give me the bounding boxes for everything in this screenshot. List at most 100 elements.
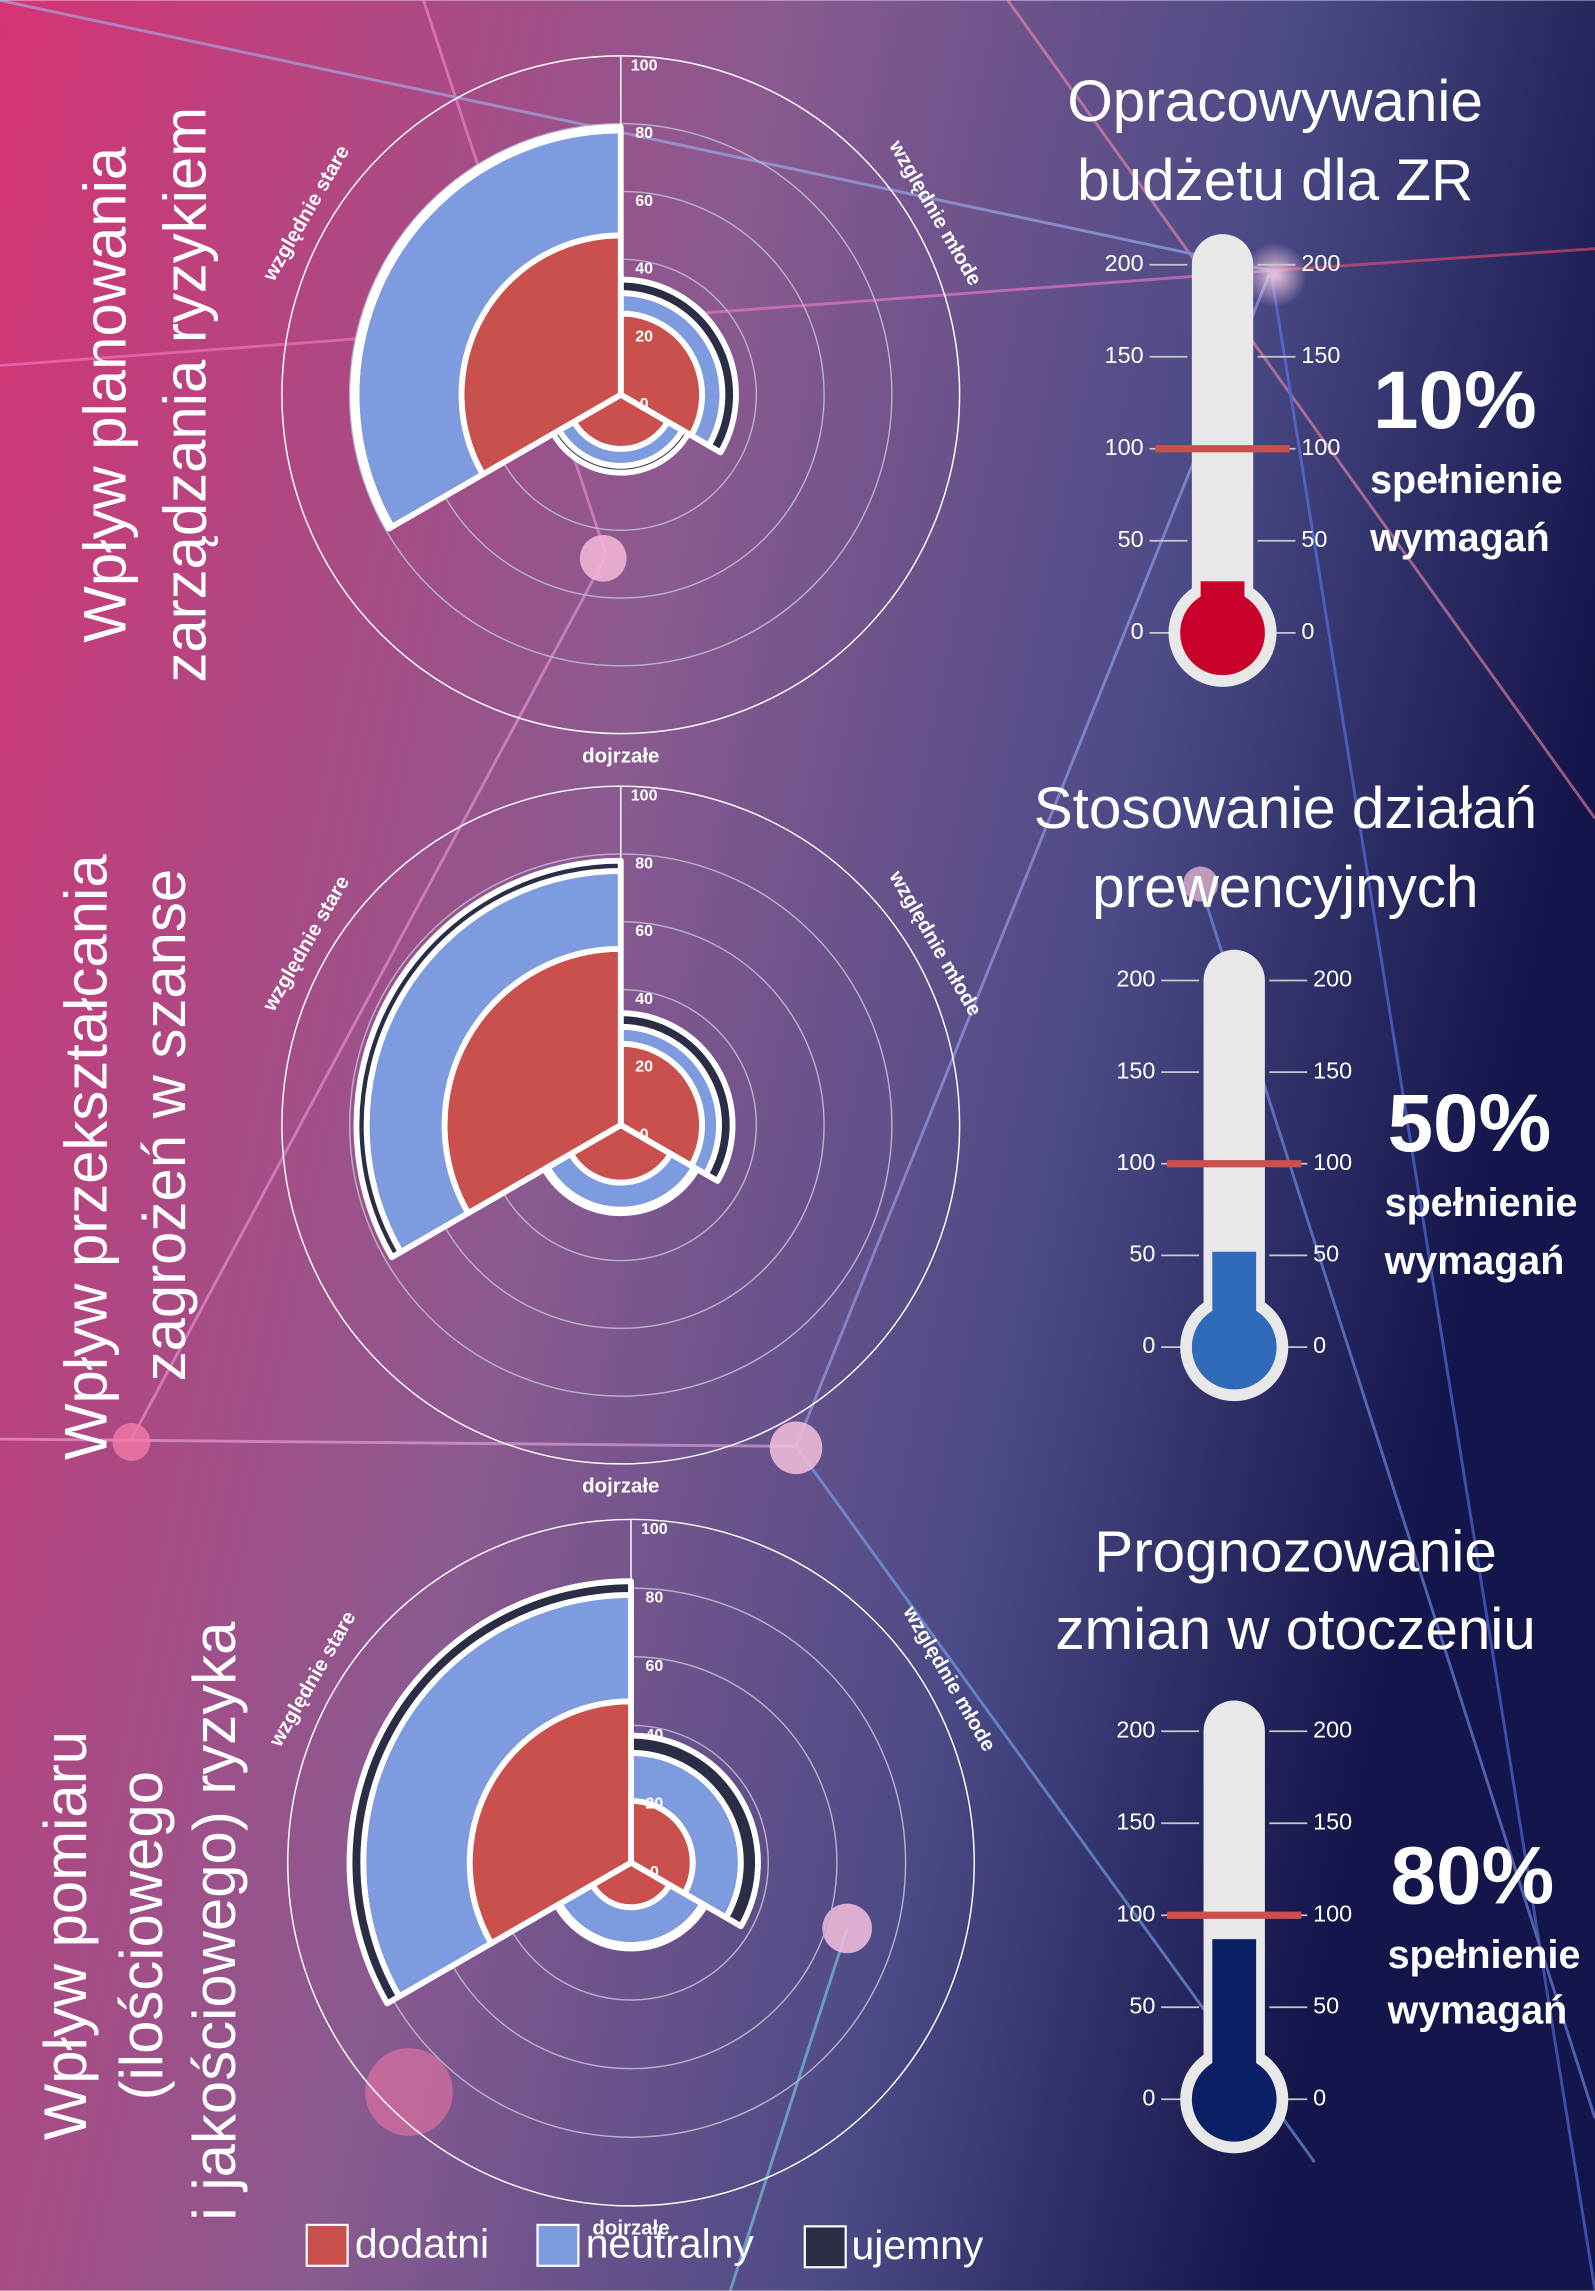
- r-tick-label: 0: [640, 1126, 649, 1144]
- glow: [769, 1421, 823, 1475]
- y-tick-label: 200: [1116, 1716, 1155, 1742]
- legend-label: ujemny: [852, 2222, 984, 2268]
- chart-title: prewencyjnych: [1092, 855, 1478, 920]
- y-tick-label: 0: [1131, 618, 1144, 644]
- y-tick-label: 0: [1313, 1332, 1326, 1358]
- r-tick-label: 40: [635, 260, 653, 278]
- level: [1212, 1251, 1257, 1348]
- y-tick-label: 200: [1105, 250, 1144, 276]
- y-tick-label: 100: [1116, 1900, 1155, 1926]
- y-tick-label: 100: [1313, 1900, 1352, 1926]
- kpi-value: 10%: [1373, 355, 1537, 446]
- y-tick-label: 0: [1301, 618, 1314, 644]
- polar-bar: ujemny: [617, 1010, 736, 1184]
- kpi-value: 80%: [1391, 1830, 1555, 1921]
- y-tick-label: 100: [1116, 1149, 1155, 1175]
- kpi-label: spełnienie: [1385, 1181, 1578, 1225]
- y-tick-label: 150: [1313, 1057, 1352, 1083]
- y-tick-label: 50: [1313, 1241, 1339, 1267]
- y-tick-label: 0: [1313, 2084, 1326, 2110]
- glow: [579, 534, 627, 582]
- y-tick-label: 200: [1116, 966, 1155, 992]
- legend-swatch: [305, 2223, 349, 2267]
- r-tick-label: 20: [635, 327, 653, 345]
- y-tick-label: 50: [1118, 526, 1144, 552]
- y-tick-label: 50: [1313, 1992, 1339, 2018]
- chart-title: zmian w otoczeniu: [1055, 1597, 1535, 1662]
- category-label: dojrzałe: [582, 1475, 659, 1498]
- thermometer: Stosowanie działań prewencyjnych 0 0 50 50 100…: [1034, 776, 1578, 1402]
- legend-label: neutralny: [586, 2221, 755, 2267]
- y-tick-label: 100: [1301, 434, 1340, 460]
- legend-swatch: [536, 2223, 580, 2267]
- chart-title: Wpływ pomiaru: [32, 1731, 99, 2140]
- r-tick-label: 60: [635, 922, 653, 940]
- r-tick-label: 60: [635, 192, 653, 210]
- r-tick-label: 100: [631, 56, 658, 74]
- kpi-label: wymagań: [1384, 1239, 1565, 1283]
- tube: [1191, 234, 1254, 633]
- y-tick-label: 200: [1313, 966, 1352, 992]
- r-tick-label: 0: [640, 395, 649, 413]
- chart-title: (ilościowego: [108, 1771, 175, 2100]
- y-tick-label: 200: [1313, 1716, 1352, 1742]
- level: [1200, 581, 1245, 633]
- y-tick-label: 100: [1313, 1149, 1352, 1175]
- y-tick-label: 100: [1105, 434, 1144, 460]
- thermometer: Prognozowanie zmian w otoczeniu 0 0 50 50 100 1…: [1055, 1519, 1580, 2154]
- glow: [112, 1423, 151, 1461]
- chart-title: i jakościowego) ryzyka: [181, 1621, 248, 2221]
- r-tick-label: 80: [635, 854, 653, 872]
- legend-label: dodatni: [355, 2221, 489, 2267]
- kpi-label: wymagań: [1387, 1989, 1568, 2033]
- chart-title: Wpływ planowania: [71, 146, 138, 643]
- r-tick-label: 100: [631, 787, 658, 805]
- chart-title: zarządzania ryzykiem: [152, 107, 219, 683]
- thermometer: Opracowywanie budżetu dla ZR 0 0 50 50 100 100 1…: [1067, 69, 1563, 687]
- r-tick-label: 80: [635, 124, 653, 142]
- glow: [365, 2048, 453, 2136]
- kpi-value: 50%: [1388, 1078, 1552, 1169]
- legend: dodatni neutralny ujemny: [305, 2221, 984, 2269]
- kpi-label: spełnienie: [1370, 458, 1563, 502]
- category-label: dojrzałe: [592, 2217, 669, 2240]
- r-tick-label: 60: [645, 1657, 663, 1675]
- y-tick-label: 0: [1142, 1332, 1155, 1358]
- level: [1212, 1939, 1257, 2100]
- y-tick-label: 150: [1105, 342, 1144, 368]
- r-tick-label: 40: [635, 990, 653, 1008]
- chart-title: budżetu dla ZR: [1077, 148, 1473, 213]
- chart-title: zagrożeń w szanse: [131, 869, 198, 1382]
- y-tick-label: 150: [1116, 1057, 1155, 1083]
- category-label: dojrzałe: [582, 744, 659, 767]
- glow: [822, 1903, 872, 1954]
- y-tick-label: 0: [1142, 2084, 1155, 2110]
- polar-bar: ujemny: [617, 276, 739, 456]
- polar-chart: Wpływ pomiaru (ilościowego i jakościowego)…: [32, 1518, 1000, 2240]
- glow: [1183, 866, 1219, 902]
- chart-title: Stosowanie działań: [1034, 776, 1537, 841]
- chart-title: Wpływ przekształcania: [52, 854, 119, 1460]
- y-tick-label: 150: [1313, 1808, 1352, 1834]
- y-tick-label: 50: [1301, 526, 1327, 552]
- glow: [1242, 242, 1308, 308]
- r-tick-label: 20: [635, 1058, 653, 1076]
- r-tick-label: 0: [650, 1863, 659, 1881]
- y-tick-label: 150: [1116, 1808, 1155, 1834]
- tube: [1203, 949, 1265, 1348]
- polar-chart: Wpływ przekształcania zagrożeń w szanse do…: [52, 785, 986, 1498]
- r-tick-label: 40: [645, 1726, 663, 1744]
- polar-bar: ujemny: [628, 1732, 761, 1930]
- chart-title: Prognozowanie: [1094, 1519, 1497, 1584]
- y-tick-label: 150: [1301, 342, 1340, 368]
- kpi-label: wymagań: [1369, 516, 1550, 560]
- r-tick-label: 20: [645, 1794, 663, 1812]
- chart-title: Opracowywanie: [1067, 69, 1483, 134]
- y-tick-label: 200: [1301, 250, 1340, 276]
- y-tick-label: 50: [1129, 1241, 1155, 1267]
- r-tick-label: 100: [641, 1520, 668, 1538]
